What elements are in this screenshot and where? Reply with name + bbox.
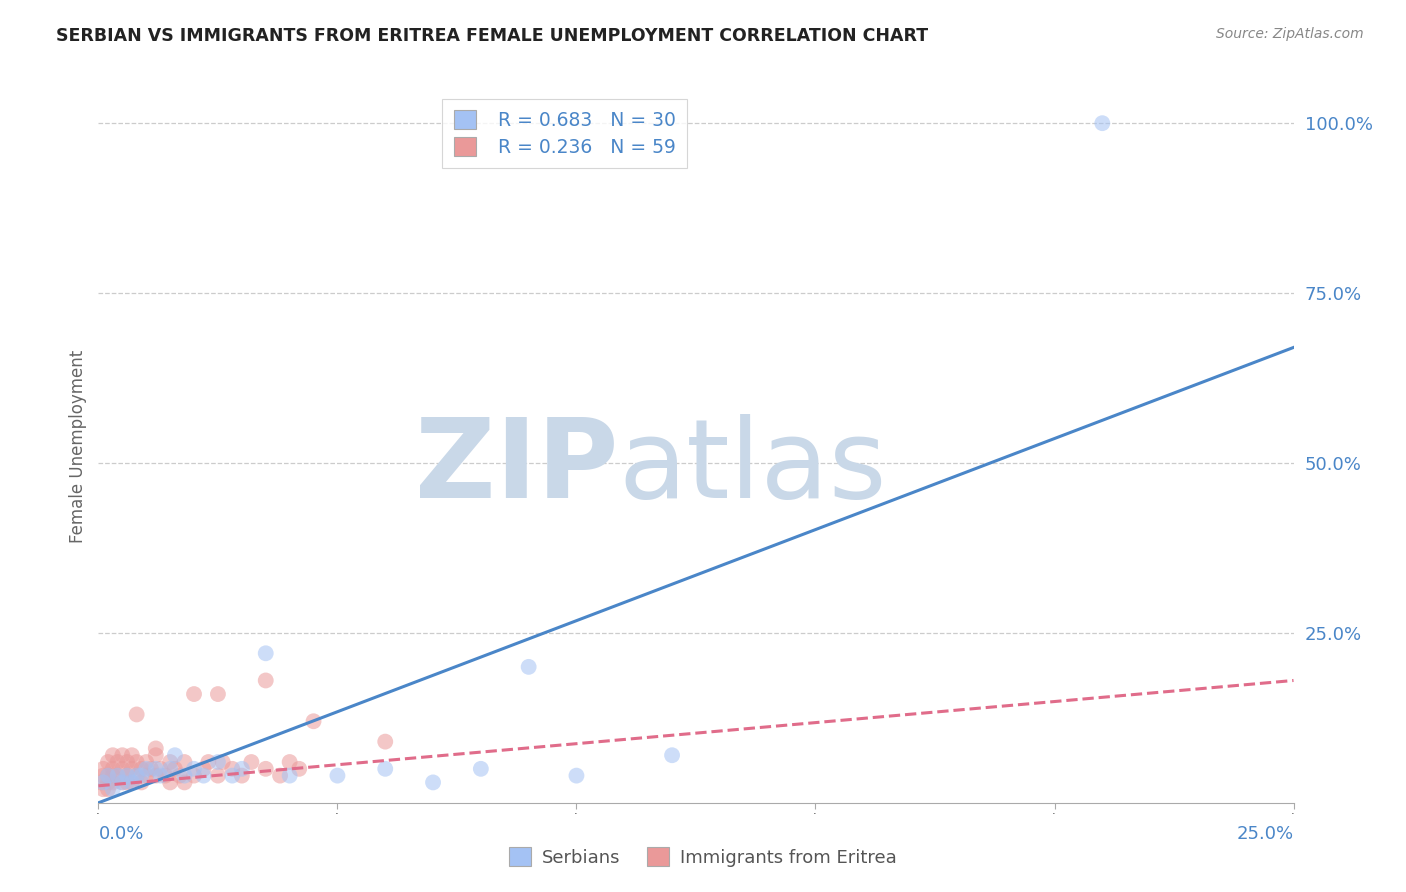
Point (193, 769, 215, 783)
Point (159, 755, 181, 769)
Point (101, 782, 124, 797)
Point (221, 762, 243, 776)
Point (288, 762, 311, 776)
Point (121, 775, 143, 789)
Point (169, 769, 191, 783)
Point (163, 762, 186, 776)
Point (139, 762, 162, 776)
Text: Source: ZipAtlas.com: Source: ZipAtlas.com (1216, 27, 1364, 41)
Point (111, 762, 134, 776)
Point (183, 687, 205, 701)
Point (422, 775, 444, 789)
Point (145, 748, 167, 763)
Point (231, 769, 253, 783)
Point (159, 762, 181, 776)
Point (131, 775, 153, 789)
Point (254, 646, 277, 660)
Point (115, 775, 138, 789)
Point (207, 755, 229, 769)
Point (135, 769, 157, 783)
Point (145, 741, 167, 756)
Point (207, 769, 229, 783)
Point (107, 755, 129, 769)
Point (193, 762, 215, 776)
Point (97, 775, 120, 789)
Point (211, 755, 233, 769)
Point (107, 769, 129, 783)
Text: 25.0%: 25.0% (1236, 825, 1294, 843)
Point (145, 762, 167, 776)
Point (115, 755, 138, 769)
Point (183, 762, 205, 776)
Point (97, 782, 120, 797)
Point (125, 769, 148, 783)
Point (145, 769, 167, 783)
Point (97, 769, 120, 783)
Point (159, 775, 181, 789)
Point (131, 762, 153, 776)
Point (221, 769, 243, 783)
Point (97, 755, 120, 769)
Point (155, 769, 177, 783)
Point (661, 748, 683, 763)
Point (207, 687, 229, 701)
Point (173, 775, 195, 789)
Point (183, 769, 205, 783)
Point (91, 782, 114, 797)
Point (115, 769, 138, 783)
Text: atlas: atlas (619, 414, 887, 521)
Point (374, 762, 396, 776)
Point (107, 769, 129, 783)
Point (278, 769, 301, 783)
Point (326, 769, 349, 783)
Point (131, 769, 153, 783)
Point (121, 762, 143, 776)
Point (173, 769, 195, 783)
Point (91, 769, 114, 783)
Point (1091, 116, 1114, 130)
Point (125, 707, 148, 722)
Point (101, 762, 124, 776)
Point (278, 755, 301, 769)
Point (125, 769, 148, 783)
Point (115, 769, 138, 783)
Point (101, 775, 124, 789)
Y-axis label: Female Unemployment: Female Unemployment (69, 350, 87, 542)
Point (269, 769, 291, 783)
Point (121, 748, 143, 763)
Point (197, 755, 219, 769)
Text: 0.0%: 0.0% (98, 825, 143, 843)
Point (517, 660, 540, 674)
Point (111, 748, 134, 763)
Point (121, 775, 143, 789)
Point (231, 762, 253, 776)
Point (254, 762, 277, 776)
Text: ZIP: ZIP (415, 414, 619, 521)
Point (97, 769, 120, 783)
Point (135, 755, 157, 769)
Point (240, 755, 263, 769)
Point (125, 755, 148, 769)
Point (90, 775, 112, 789)
Point (149, 769, 172, 783)
Point (111, 775, 134, 789)
Legend:   R = 0.683   N = 30,   R = 0.236   N = 59: R = 0.683 N = 30, R = 0.236 N = 59 (443, 99, 686, 169)
Point (91, 762, 114, 776)
Point (111, 775, 134, 789)
Text: SERBIAN VS IMMIGRANTS FROM ERITREA FEMALE UNEMPLOYMENT CORRELATION CHART: SERBIAN VS IMMIGRANTS FROM ERITREA FEMAL… (56, 27, 928, 45)
Point (374, 734, 396, 748)
Point (302, 714, 325, 729)
Point (149, 762, 172, 776)
Point (173, 755, 195, 769)
Legend: Serbians, Immigrants from Eritrea: Serbians, Immigrants from Eritrea (502, 840, 904, 874)
Point (91, 775, 114, 789)
Point (565, 769, 588, 783)
Point (470, 762, 492, 776)
Point (135, 762, 157, 776)
Point (101, 748, 124, 763)
Point (101, 769, 124, 783)
Point (254, 673, 277, 688)
Point (163, 748, 186, 763)
